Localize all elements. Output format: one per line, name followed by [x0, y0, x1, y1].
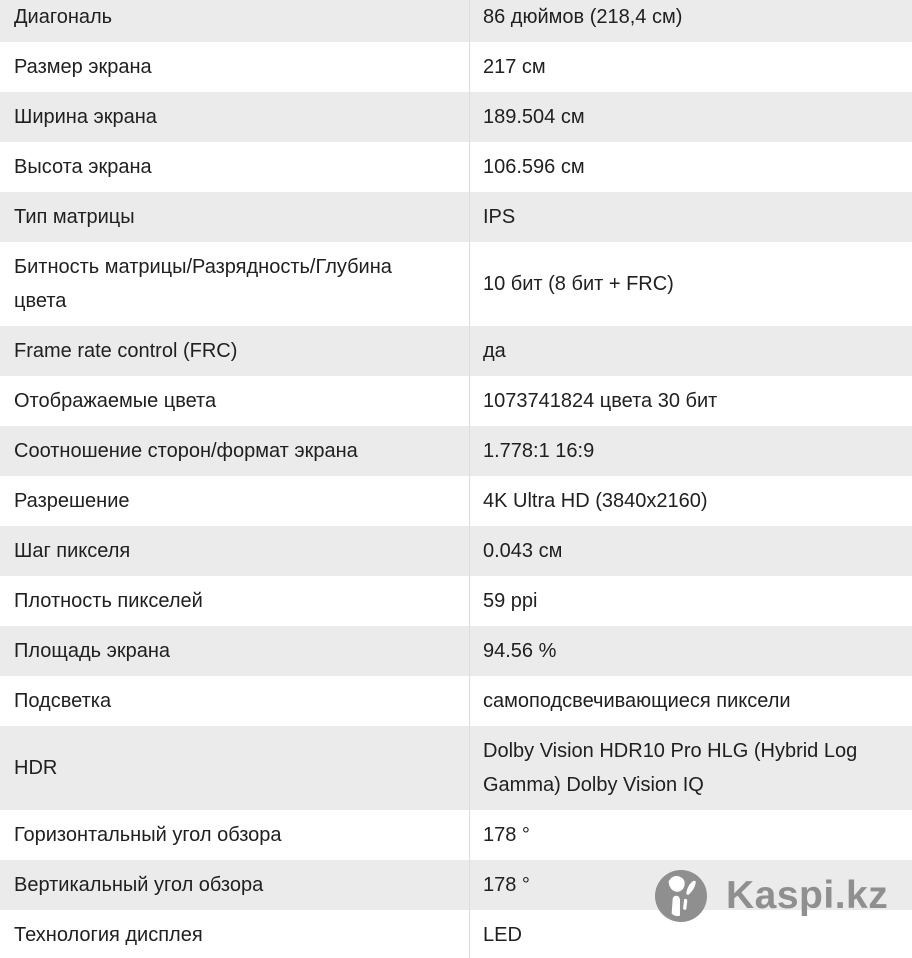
spec-label: Диагональ	[14, 6, 113, 28]
spec-value-cell: 94.56 %	[469, 626, 912, 676]
spec-value-cell: 1.778:1 16:9	[469, 426, 912, 476]
spec-value: Dolby Vision HDR10 Pro HLG (Hybrid Log G…	[483, 740, 858, 796]
spec-label: Плотность пикселей	[14, 590, 203, 612]
table-row: Frame rate control (FRC) да	[0, 326, 912, 376]
table-row: Подсветка самоподсвечивающиеся пиксели	[0, 676, 912, 726]
spec-value-cell: 178 °	[469, 810, 912, 860]
spec-label: Площадь экрана	[14, 640, 170, 662]
table-row: Соотношение сторон/формат экрана 1.778:1…	[0, 426, 912, 476]
spec-label: Шаг пикселя	[14, 540, 131, 562]
table-row: Плотность пикселей 59 ppi	[0, 576, 912, 626]
spec-label: Горизонтальный угол обзора	[14, 824, 282, 846]
spec-value-cell: самоподсвечивающиеся пиксели	[469, 676, 912, 726]
table-row: Вертикальный угол обзора 178 °	[0, 860, 912, 910]
spec-value: 217 см	[483, 56, 546, 78]
spec-value: 10 бит (8 бит + FRC)	[483, 273, 674, 295]
spec-label-cell: Горизонтальный угол обзора	[0, 810, 469, 860]
table-row: Горизонтальный угол обзора 178 °	[0, 810, 912, 860]
spec-value-cell: 4K Ultra HD (3840x2160)	[469, 476, 912, 526]
spec-label-cell: Битность матрицы/Разрядность/Глубина цве…	[0, 242, 469, 326]
spec-value-cell: Dolby Vision HDR10 Pro HLG (Hybrid Log G…	[469, 726, 912, 810]
spec-label-cell: Frame rate control (FRC)	[0, 326, 469, 376]
spec-value: 1073741824 цвета 30 бит	[483, 390, 718, 412]
spec-value: 178 °	[483, 874, 530, 896]
spec-value: IPS	[483, 206, 516, 228]
spec-label: Вертикальный угол обзора	[14, 874, 264, 896]
spec-label: Тип матрицы	[14, 206, 135, 228]
spec-label-cell: Соотношение сторон/формат экрана	[0, 426, 469, 476]
spec-label: Ширина экрана	[14, 106, 157, 128]
spec-value: LED	[483, 924, 522, 946]
spec-label-cell: Плотность пикселей	[0, 576, 469, 626]
table-row: Размер экрана 217 см	[0, 42, 912, 92]
spec-label: Соотношение сторон/формат экрана	[14, 440, 358, 462]
spec-label-cell: Площадь экрана	[0, 626, 469, 676]
spec-label: Высота экрана	[14, 156, 152, 178]
spec-label: Подсветка	[14, 690, 112, 712]
table-row: Отображаемые цвета 1073741824 цвета 30 б…	[0, 376, 912, 426]
spec-value-cell: IPS	[469, 192, 912, 242]
spec-label: HDR	[14, 757, 58, 779]
spec-value: 178 °	[483, 824, 530, 846]
table-row: Шаг пикселя 0.043 см	[0, 526, 912, 576]
spec-label-cell: Ширина экрана	[0, 92, 469, 142]
spec-value: 94.56 %	[483, 640, 557, 662]
spec-value-cell: 1073741824 цвета 30 бит	[469, 376, 912, 426]
table-row: Ширина экрана 189.504 см	[0, 92, 912, 142]
spec-value: 106.596 см	[483, 156, 585, 178]
spec-label: Отображаемые цвета	[14, 390, 217, 412]
spec-value: да	[483, 340, 506, 362]
spec-value-cell: да	[469, 326, 912, 376]
spec-value: 1.778:1 16:9	[483, 440, 595, 462]
table-row: Площадь экрана 94.56 %	[0, 626, 912, 676]
spec-label-cell: Высота экрана	[0, 142, 469, 192]
spec-value-cell: 217 см	[469, 42, 912, 92]
spec-label-cell: Тип матрицы	[0, 192, 469, 242]
spec-value-cell: 178 °	[469, 860, 912, 910]
spec-label-cell: Технология дисплея	[0, 910, 469, 958]
spec-value-cell: LED	[469, 910, 912, 958]
spec-value: 59 ppi	[483, 590, 538, 612]
table-row: Битность матрицы/Разрядность/Глубина цве…	[0, 242, 912, 326]
table-row: Разрешение 4K Ultra HD (3840x2160)	[0, 476, 912, 526]
spec-label: Технология дисплея	[14, 924, 203, 946]
spec-label-cell: HDR	[0, 726, 469, 810]
spec-label: Frame rate control (FRC)	[14, 340, 238, 362]
spec-value: 86 дюймов (218,4 см)	[483, 6, 683, 28]
spec-value: 189.504 см	[483, 106, 585, 128]
spec-label: Размер экрана	[14, 56, 152, 78]
spec-value: 4K Ultra HD (3840x2160)	[483, 490, 708, 512]
table-row: Тип матрицы IPS	[0, 192, 912, 242]
spec-value-cell: 10 бит (8 бит + FRC)	[469, 242, 912, 326]
spec-label: Битность матрицы/Разрядность/Глубина цве…	[14, 256, 392, 312]
spec-label-cell: Подсветка	[0, 676, 469, 726]
spec-label-cell: Отображаемые цвета	[0, 376, 469, 426]
table-row: Технология дисплея LED	[0, 910, 912, 958]
table-row: Высота экрана 106.596 см	[0, 142, 912, 192]
spec-value: 0.043 см	[483, 540, 563, 562]
table-row: HDR Dolby Vision HDR10 Pro HLG (Hybrid L…	[0, 726, 912, 810]
spec-label-cell: Диагональ	[0, 0, 469, 42]
table-row: Диагональ 86 дюймов (218,4 см)	[0, 0, 912, 42]
spec-value-cell: 189.504 см	[469, 92, 912, 142]
spec-value-cell: 59 ppi	[469, 576, 912, 626]
spec-value-cell: 106.596 см	[469, 142, 912, 192]
spec-value-cell: 86 дюймов (218,4 см)	[469, 0, 912, 42]
spec-value: самоподсвечивающиеся пиксели	[483, 690, 791, 712]
spec-label-cell: Размер экрана	[0, 42, 469, 92]
spec-label-cell: Шаг пикселя	[0, 526, 469, 576]
spec-label-cell: Разрешение	[0, 476, 469, 526]
spec-value-cell: 0.043 см	[469, 526, 912, 576]
spec-label: Разрешение	[14, 490, 130, 512]
spec-label-cell: Вертикальный угол обзора	[0, 860, 469, 910]
